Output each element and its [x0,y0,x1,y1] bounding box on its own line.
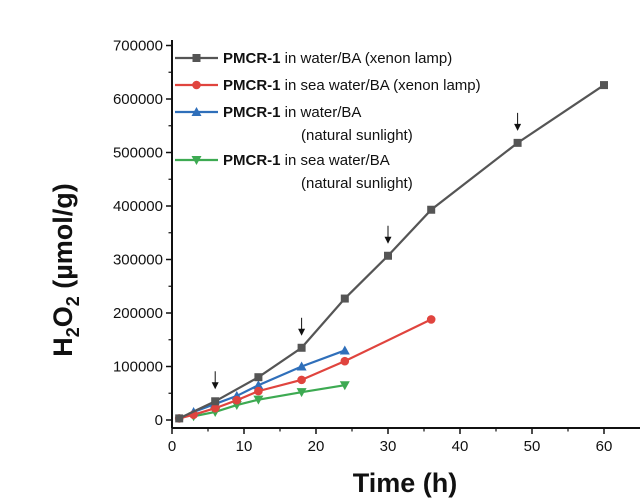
y-tick-label: 600000 [113,91,163,108]
data-point [427,205,436,214]
y-tick-label: 400000 [113,198,163,215]
series-layer [174,81,608,423]
legend-label-bold: PMCR-1 [223,152,281,169]
legend-label-bold: PMCR-1 [223,50,281,67]
data-point [296,361,307,371]
arrow-head [211,382,219,390]
data-point [254,373,263,382]
axes: 0 10 20 30 40 50 60 0 100000 200000 300000 400000 50… [113,38,640,455]
y-tick-label: 100000 [113,359,163,376]
data-point [297,375,306,385]
arrow-head [298,328,306,336]
data-point [253,395,264,405]
y-tick-label: 200000 [113,305,163,322]
x-axis-title: Time (h) [353,468,458,498]
data-point [426,315,436,324]
y-axis-title-sub1: 2 [63,327,83,337]
legend-entry-1: PMCR-1 in sea water/BA (xenon lamp) [175,77,481,94]
legend-label-rest: in sea water/BA (xenon lamp) [281,77,481,94]
data-point [175,414,184,423]
y-axis-title-h: H [48,337,78,357]
legend-label: PMCR-1 in sea water/BA (xenon lamp) [223,77,481,94]
y-axis-title: H2O2 (µmol/g) [48,183,83,357]
data-point [513,138,522,147]
legend-label: PMCR-1 in water/BA [223,104,361,121]
data-point [210,403,220,413]
legend-marker [192,80,201,90]
data-point [211,397,220,406]
data-point [600,81,608,90]
series-line [193,384,345,418]
legend-entry-3: PMCR-1 in sea water/BA (natural sunlight) [175,152,413,192]
legend-label: PMCR-1 in water/BA (xenon lamp) [223,50,452,67]
legend: PMCR-1 in water/BA (xenon lamp)PMCR-1 in… [175,50,481,192]
legend-label-rest: in sea water/BA [281,152,390,169]
series-0 [175,81,608,423]
data-point [384,251,392,260]
y-tick-label: 500000 [113,145,163,162]
legend-marker [191,107,202,116]
y-axis-title-o: O [48,306,78,327]
y-tick-label: 700000 [113,38,163,55]
legend-marker [191,156,202,165]
y-axis-title-units: (µmol/g) [48,183,78,296]
x-tick-label: 50 [524,438,541,455]
legend-label-line2: (natural sunlight) [301,175,413,192]
series-line [193,349,346,414]
data-point [339,381,350,391]
legend-label-bold: PMCR-1 [223,104,281,121]
legend-label-bold: PMCR-1 [223,77,281,94]
data-point [254,386,263,396]
data-point [296,388,307,398]
legend-label-rest: in water/BA (xenon lamp) [281,50,453,67]
data-point [297,343,306,352]
x-tick-label: 20 [308,438,325,455]
arrow-head [514,123,522,131]
data-point [232,395,242,405]
x-tick-label: 0 [168,438,176,455]
legend-entry-2: PMCR-1 in water/BA (natural sunlight) [175,104,413,144]
x-tick-label: 40 [452,438,469,455]
y-axis-title-sub2: 2 [63,296,83,306]
arrow-head [384,236,392,244]
annotation-layer [211,112,522,390]
data-point [253,380,264,390]
x-tick-label: 60 [596,438,613,455]
legend-entry-0: PMCR-1 in water/BA (xenon lamp) [175,50,452,67]
legend-label-line2: (natural sunlight) [301,127,413,144]
y-tick-label: 300000 [113,252,163,269]
x-tick-label: 10 [236,438,253,455]
data-point [340,294,349,303]
x-tick-label: 30 [380,438,397,455]
data-point [340,356,350,366]
data-point [339,345,350,355]
y-tick-label: 0 [155,412,163,429]
legend-label-rest: in water/BA [281,104,362,121]
legend-label: PMCR-1 in sea water/BA [223,152,390,169]
legend-marker [192,54,201,62]
